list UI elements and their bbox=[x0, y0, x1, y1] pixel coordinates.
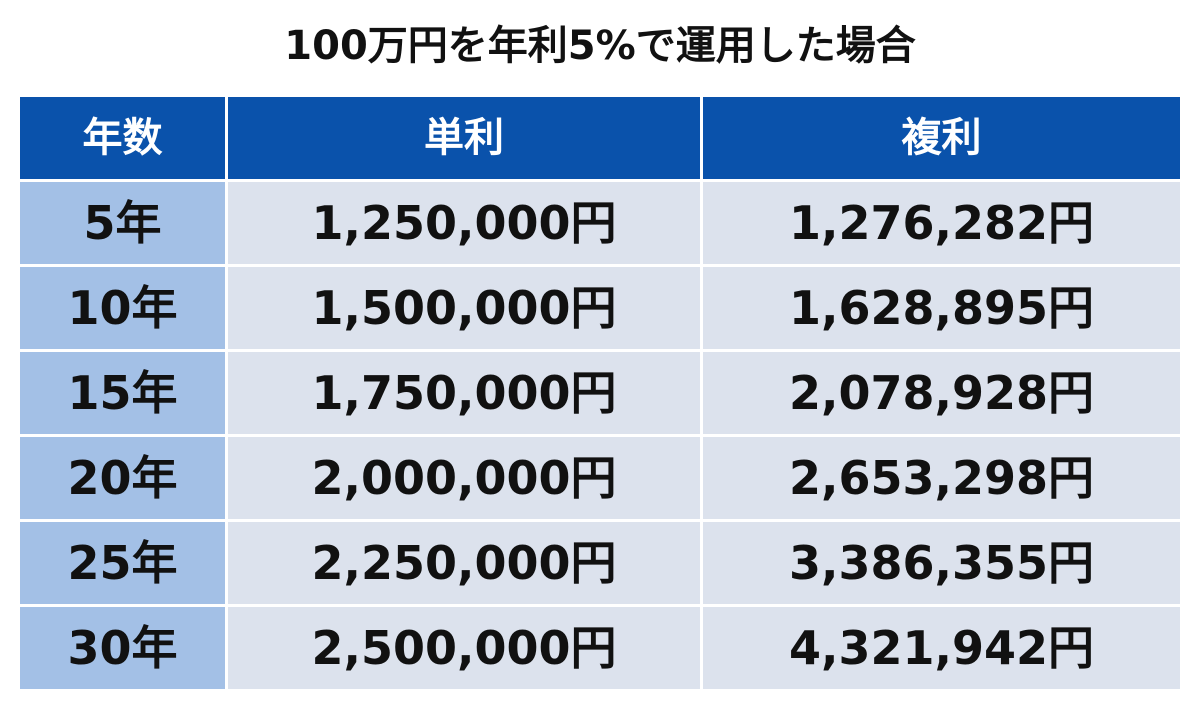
table-row: 15年 1,750,000円 2,078,928円 bbox=[20, 352, 1180, 434]
table-cell: 2,500,000円 bbox=[228, 607, 700, 689]
table-cell: 2,250,000円 bbox=[228, 522, 700, 604]
table-cell: 2,078,928円 bbox=[703, 352, 1180, 434]
header-row: 年数 単利 複利 bbox=[20, 97, 1180, 179]
table-cell: 1,250,000円 bbox=[228, 182, 700, 264]
table-row: 5年 1,250,000円 1,276,282円 bbox=[20, 182, 1180, 264]
table-cell: 3,386,355円 bbox=[703, 522, 1180, 604]
table: 年数 単利 複利 5年 1,250,000円 1,276,282円 10年 1,500,00… bbox=[17, 94, 1183, 692]
table-cell: 25年 bbox=[20, 522, 225, 604]
table-row: 25年 2,250,000円 3,386,355円 bbox=[20, 522, 1180, 604]
table-cell: 1,500,000円 bbox=[228, 267, 700, 349]
column-header: 単利 bbox=[228, 97, 700, 179]
column-header: 複利 bbox=[703, 97, 1180, 179]
table-cell: 1,276,282円 bbox=[703, 182, 1180, 264]
table-cell: 2,000,000円 bbox=[228, 437, 700, 519]
title: 100万円を年利5%で運用した場合 bbox=[284, 23, 916, 69]
table-cell: 20年 bbox=[20, 437, 225, 519]
table-cell: 4,321,942円 bbox=[703, 607, 1180, 689]
table-cell: 2,653,298円 bbox=[703, 437, 1180, 519]
column-header: 年数 bbox=[20, 97, 225, 179]
table-cell: 1,750,000円 bbox=[228, 352, 700, 434]
table-row: 20年 2,000,000円 2,653,298円 bbox=[20, 437, 1180, 519]
table-cell: 10年 bbox=[20, 267, 225, 349]
table-row: 10年 1,500,000円 1,628,895円 bbox=[20, 267, 1180, 349]
table-cell: 5年 bbox=[20, 182, 225, 264]
table-cell: 15年 bbox=[20, 352, 225, 434]
table-body: 5年 1,250,000円 1,276,282円 10年 1,500,000円 1,628… bbox=[20, 182, 1180, 689]
table-cell: 1,628,895円 bbox=[703, 267, 1180, 349]
table-cell: 30年 bbox=[20, 607, 225, 689]
table-row: 30年 2,500,000円 4,321,942円 bbox=[20, 607, 1180, 689]
